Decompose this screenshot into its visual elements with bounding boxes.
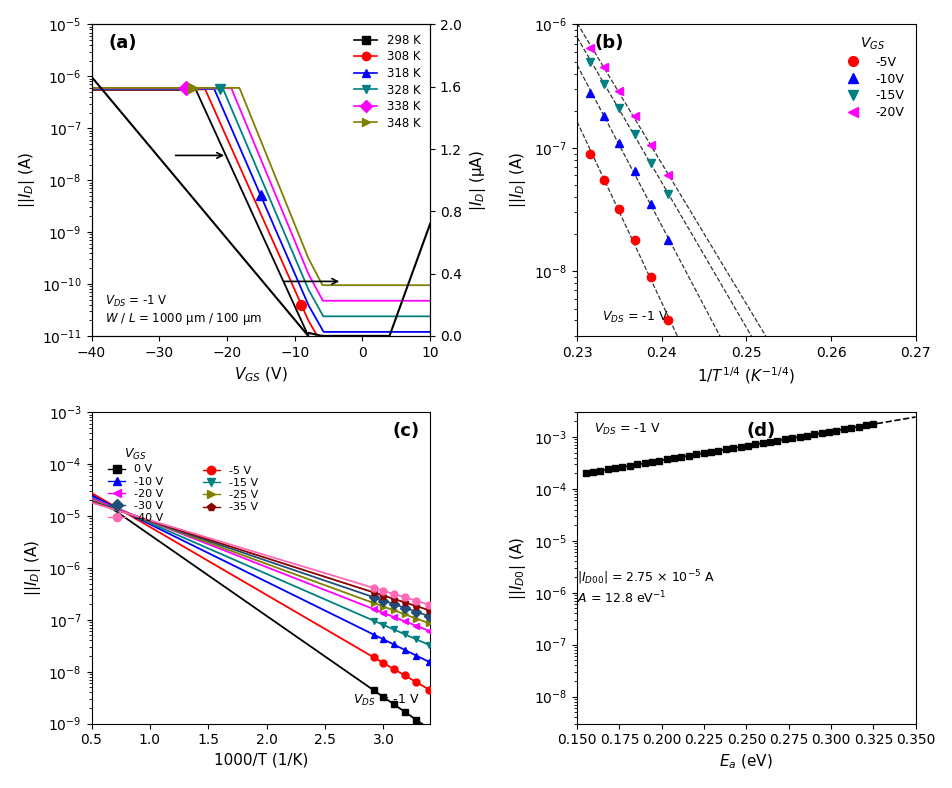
Text: $V_{DS}$ = -1 V: $V_{DS}$ = -1 V <box>603 310 669 325</box>
Text: (a): (a) <box>109 34 137 52</box>
Y-axis label: $||I_D|$ (A): $||I_D|$ (A) <box>23 540 43 597</box>
X-axis label: $V_{GS}$ (V): $V_{GS}$ (V) <box>234 365 288 384</box>
Legend: 298 K, 308 K, 318 K, 328 K, 338 K, 348 K: 298 K, 308 K, 318 K, 328 K, 338 K, 348 K <box>350 31 425 133</box>
Text: $V_{DS}$ = -1 V: $V_{DS}$ = -1 V <box>594 422 661 437</box>
X-axis label: $E_a$ (eV): $E_a$ (eV) <box>720 753 773 771</box>
Text: $|I_{D00}|$ = 2.75 × $10^{-5}$ A
$A$ = 12.8 eV$^{-1}$: $|I_{D00}|$ = 2.75 × $10^{-5}$ A $A$ = 1… <box>577 568 715 606</box>
Text: (d): (d) <box>746 422 776 440</box>
Text: $V_{DS}$ = -1 V
$W$ / $L$ = 1000 μm / 100 μm: $V_{DS}$ = -1 V $W$ / $L$ = 1000 μm / 10… <box>105 293 262 327</box>
Y-axis label: $||I_D|$ (A): $||I_D|$ (A) <box>17 152 37 208</box>
Y-axis label: $||I_D|$ (A): $||I_D|$ (A) <box>508 152 528 208</box>
Y-axis label: $|I_D|$ (μA): $|I_D|$ (μA) <box>467 150 487 210</box>
Legend: -5V, -10V, -15V, -20V: -5V, -10V, -15V, -20V <box>836 31 909 125</box>
Y-axis label: $||I_{D0}|$ (A): $||I_{D0}|$ (A) <box>508 537 528 600</box>
Text: (b): (b) <box>594 34 624 52</box>
Legend: -5 V, -15 V, -25 V, -35 V: -5 V, -15 V, -25 V, -35 V <box>199 461 263 517</box>
X-axis label: 1000/T (1/K): 1000/T (1/K) <box>213 753 308 768</box>
Text: (c): (c) <box>393 422 420 440</box>
X-axis label: $1/T^{1/4}$ ($K^{-1/4}$): $1/T^{1/4}$ ($K^{-1/4}$) <box>697 365 795 386</box>
Text: $V_{DS}$ = -1 V: $V_{DS}$ = -1 V <box>353 693 420 708</box>
